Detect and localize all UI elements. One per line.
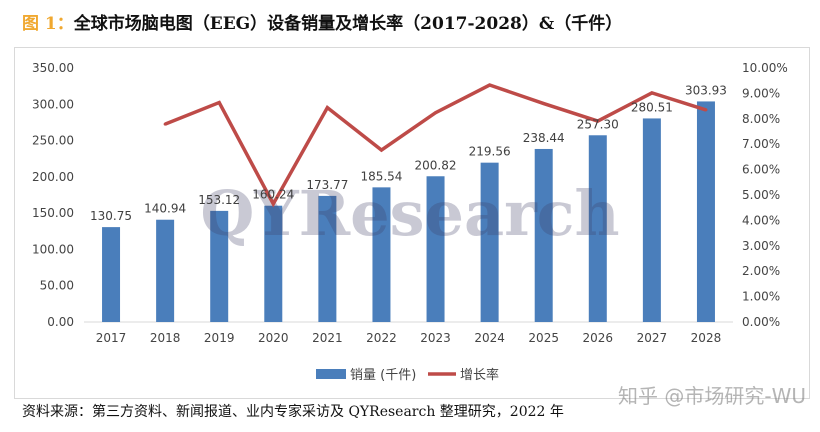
y-right-tick: 0.00% bbox=[742, 315, 780, 329]
legend-bar-label: 销量 (千件) bbox=[350, 368, 416, 383]
y-left-tick: 300.00 bbox=[32, 97, 74, 111]
x-tick: 2017 bbox=[96, 331, 127, 345]
bar-data-label: 303.93 bbox=[685, 83, 727, 97]
x-tick: 2024 bbox=[474, 331, 505, 345]
growth-point bbox=[650, 91, 654, 95]
bar-data-label: 140.94 bbox=[144, 202, 186, 216]
bar bbox=[426, 176, 445, 322]
bar bbox=[480, 162, 499, 322]
x-tick: 2022 bbox=[366, 331, 397, 345]
growth-point bbox=[379, 148, 383, 152]
y-right-tick: 2.00% bbox=[742, 264, 780, 278]
growth-point bbox=[488, 83, 492, 87]
growth-point bbox=[325, 106, 329, 110]
overlay-watermark: 知乎 @市场研究-WU bbox=[618, 384, 806, 408]
y-right-tick: 9.00% bbox=[742, 86, 780, 100]
chart-watermark: QYResearch bbox=[200, 177, 619, 250]
chart-frame bbox=[14, 47, 810, 399]
bar bbox=[102, 227, 121, 322]
bar-data-label: 153.12 bbox=[198, 193, 240, 207]
y-right-tick: 1.00% bbox=[742, 290, 780, 304]
y-right-tick: 7.00% bbox=[742, 137, 780, 151]
y-left-tick: 50.00 bbox=[40, 279, 74, 293]
growth-point bbox=[217, 101, 221, 105]
growth-point bbox=[542, 102, 546, 106]
bar-data-label: 238.44 bbox=[523, 131, 565, 145]
bar bbox=[588, 135, 607, 322]
title-text: 全球市场脑电图（EEG）设备销量及增长率（2017-2028）&（千件） bbox=[73, 14, 623, 34]
bar-data-label: 160.24 bbox=[252, 188, 294, 202]
x-tick: 2023 bbox=[420, 331, 451, 345]
y-right-tick: 10.00% bbox=[742, 61, 788, 75]
growth-point bbox=[163, 122, 167, 126]
growth-point bbox=[434, 111, 438, 115]
bar bbox=[318, 195, 337, 322]
growth-point bbox=[271, 202, 275, 206]
bar bbox=[156, 219, 175, 322]
bar-data-label: 280.51 bbox=[631, 100, 673, 114]
y-left-tick: 0.00 bbox=[47, 315, 74, 329]
y-left-tick: 250.00 bbox=[32, 134, 74, 148]
legend-bar-swatch bbox=[316, 369, 346, 379]
bar bbox=[534, 148, 553, 322]
bar bbox=[696, 101, 715, 322]
bar bbox=[210, 210, 229, 322]
bar-data-label: 185.54 bbox=[360, 169, 402, 183]
x-tick: 2025 bbox=[528, 331, 559, 345]
x-tick: 2020 bbox=[258, 331, 289, 345]
source-note: 资料来源：第三方资料、新闻报道、业内专家采访及 QYResearch 整理研究，… bbox=[22, 404, 564, 420]
bar-data-label: 130.75 bbox=[90, 209, 132, 223]
y-right-tick: 4.00% bbox=[742, 213, 780, 227]
y-right-tick: 5.00% bbox=[742, 188, 780, 202]
y-left-tick: 150.00 bbox=[32, 206, 74, 220]
chart-title: 图 1：全球市场脑电图（EEG）设备销量及增长率（2017-2028）&（千件） bbox=[22, 9, 622, 34]
y-right-tick: 3.00% bbox=[742, 239, 780, 253]
x-tick: 2021 bbox=[312, 331, 343, 345]
bar-data-label: 219.56 bbox=[469, 145, 511, 159]
y-left-tick: 100.00 bbox=[32, 242, 74, 256]
growth-point bbox=[596, 119, 600, 123]
x-tick: 2028 bbox=[691, 331, 722, 345]
bar bbox=[264, 205, 283, 322]
growth-point bbox=[704, 108, 708, 112]
figure-number: 图 1： bbox=[22, 14, 74, 34]
x-tick: 2019 bbox=[204, 331, 235, 345]
bar bbox=[372, 187, 391, 322]
x-tick: 2026 bbox=[583, 331, 614, 345]
y-right-tick: 8.00% bbox=[742, 112, 780, 126]
y-right-tick: 6.00% bbox=[742, 163, 780, 177]
x-tick: 2018 bbox=[150, 331, 181, 345]
y-left-tick: 350.00 bbox=[32, 61, 74, 75]
x-tick: 2027 bbox=[637, 331, 668, 345]
bar-data-label: 173.77 bbox=[306, 178, 348, 192]
bar bbox=[642, 118, 661, 322]
legend-line-label: 增长率 bbox=[460, 367, 499, 383]
bar-data-label: 257.30 bbox=[577, 117, 619, 131]
y-left-tick: 200.00 bbox=[32, 170, 74, 184]
bar-data-label: 200.82 bbox=[415, 158, 457, 172]
